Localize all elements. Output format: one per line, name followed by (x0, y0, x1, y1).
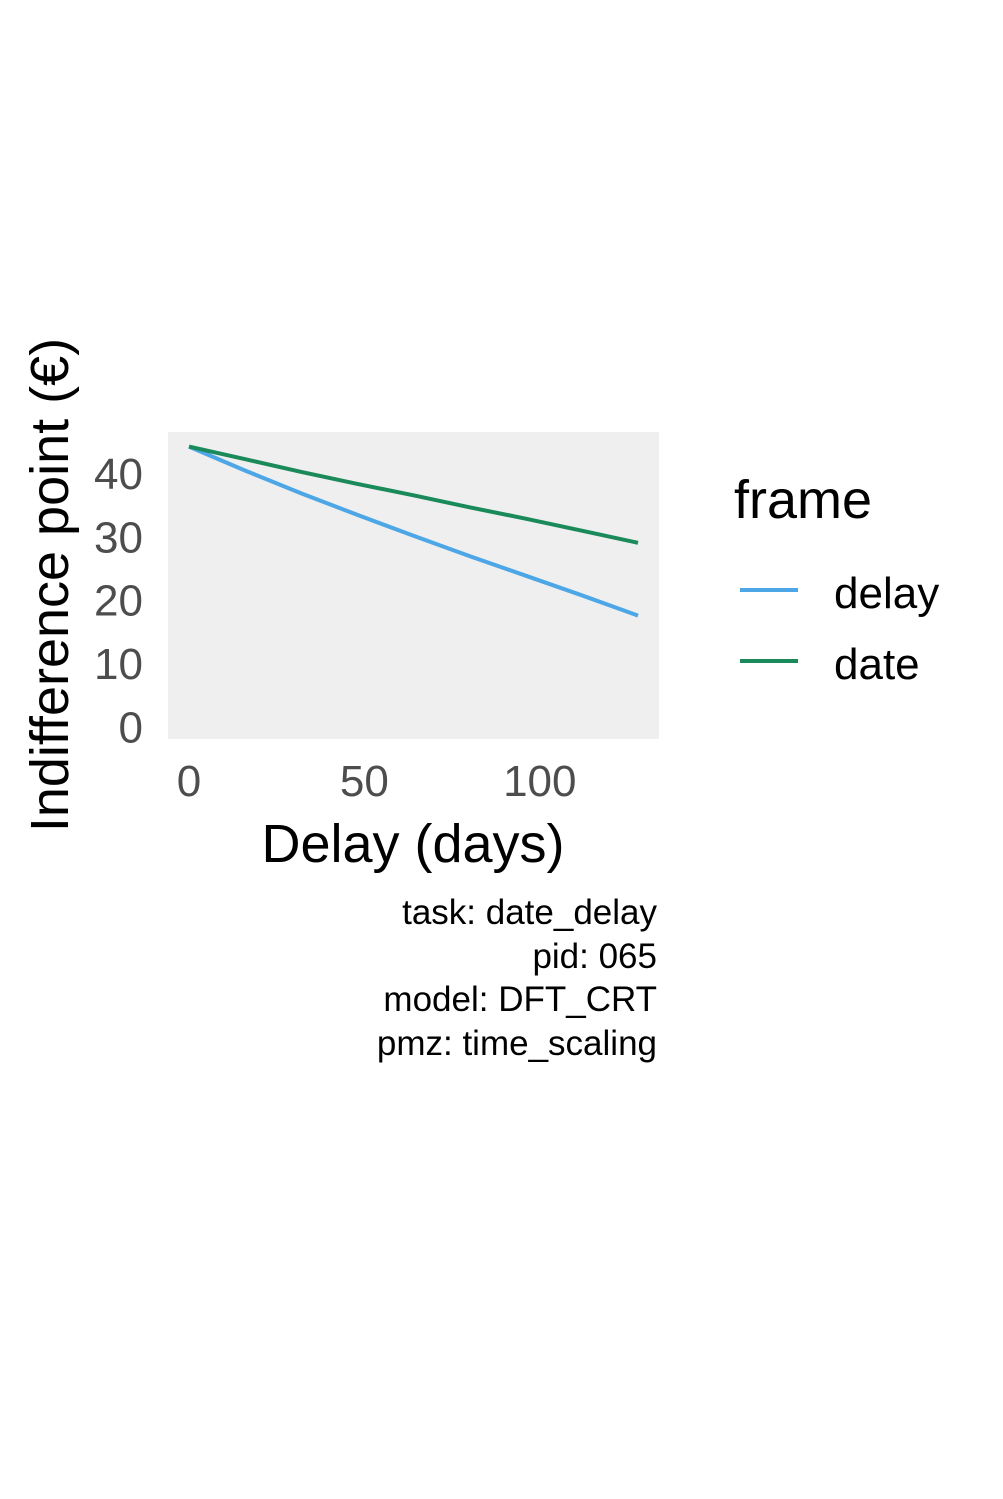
x-axis-ticks: 0 50 100 (177, 757, 577, 806)
y-axis-ticks: 0 10 20 30 40 (94, 450, 143, 752)
plot-panel (168, 432, 659, 739)
y-tick-label: 10 (94, 640, 143, 689)
series-line-date (188, 444, 639, 545)
caption: task: date_delay pid: 065 model: DFT_CRT… (377, 893, 658, 1063)
series-line-delay (188, 444, 639, 618)
legend-label-date: date (834, 640, 920, 689)
series-layer (188, 444, 639, 618)
y-tick-label: 20 (94, 577, 143, 626)
x-tick-label: 100 (503, 757, 576, 806)
y-tick-label: 0 (119, 703, 143, 752)
caption-line-task: task: date_delay (402, 893, 657, 932)
legend-label-delay: delay (834, 569, 939, 618)
caption-line-pmz: pmz: time_scaling (377, 1024, 657, 1063)
y-tick-label: 30 (94, 513, 143, 562)
y-axis-title: Indifference point (€) (20, 338, 80, 832)
y-tick-label: 40 (94, 450, 143, 499)
caption-line-model: model: DFT_CRT (383, 980, 657, 1019)
caption-line-pid: pid: 065 (532, 937, 657, 976)
x-tick-label: 0 (177, 757, 201, 806)
legend: frame delay date (734, 470, 939, 689)
x-tick-label: 50 (340, 757, 389, 806)
x-axis-title: Delay (days) (261, 814, 564, 874)
legend-title: frame (734, 470, 872, 530)
